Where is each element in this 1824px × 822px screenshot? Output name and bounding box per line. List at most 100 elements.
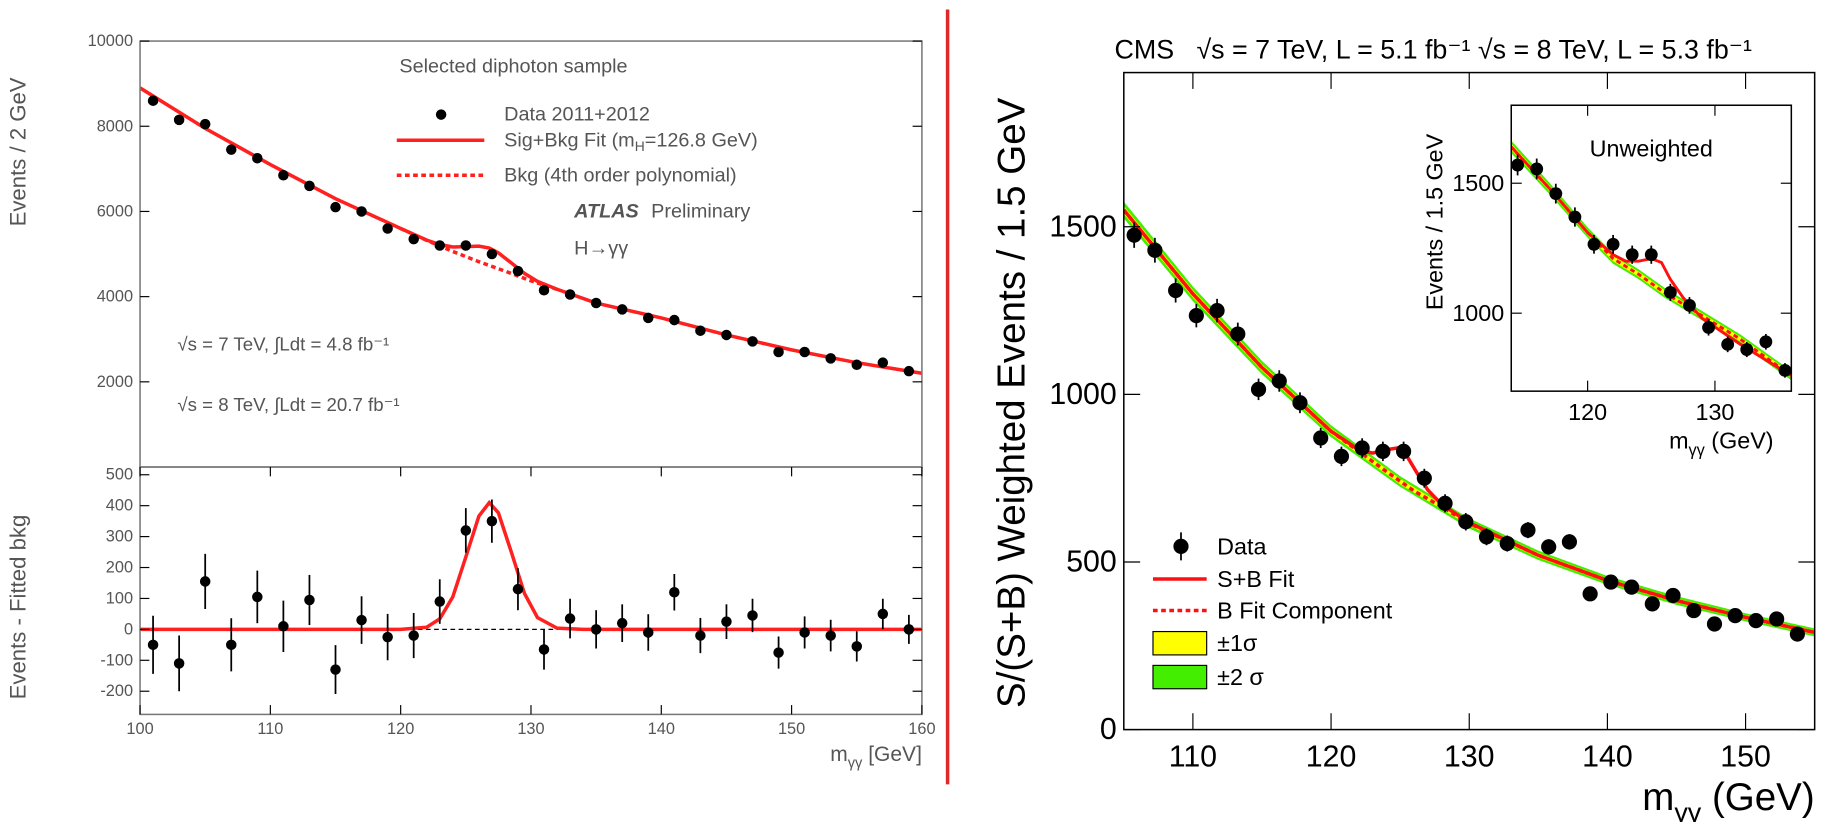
data-point (382, 223, 393, 234)
data-point (1740, 343, 1754, 356)
data-point (1147, 242, 1163, 258)
data-point (1721, 337, 1735, 351)
annotation: √s = 7 TeV, ∫Ldt = 4.8 fb⁻¹ (177, 333, 389, 354)
panel: 1000 1500 120 130 Events / 1.5 GeV mγγ (GeV) U… (1421, 104, 1793, 459)
data-point (1416, 470, 1432, 486)
data-point (1549, 187, 1563, 201)
text-part: m (1642, 776, 1674, 819)
x-tick-label: 110 (257, 720, 283, 738)
data-point (564, 289, 576, 300)
x-axis-label: mγγ (GeV) (1669, 427, 1773, 459)
data-point (903, 365, 915, 377)
data-point (512, 583, 524, 595)
data-point (330, 664, 341, 675)
data-point (799, 346, 810, 358)
data-point (199, 118, 211, 130)
x-tick-label: 150 (778, 720, 805, 738)
data-point (695, 325, 706, 336)
x-tick-label: 120 (1568, 399, 1607, 425)
data-point (226, 144, 237, 155)
y-tick-label: 500 (106, 466, 133, 484)
legend-label: S+B Fit (1217, 566, 1295, 592)
data-point (147, 95, 159, 106)
data-point (1333, 448, 1350, 464)
dashed-fit-line (1511, 145, 1792, 377)
annotation: ATLAS (573, 200, 639, 222)
data-point (1606, 237, 1620, 251)
data-point (304, 594, 315, 606)
data-point (1582, 586, 1598, 602)
data-point (278, 621, 289, 632)
data-point (1541, 539, 1557, 555)
x-tick-label: 140 (648, 720, 675, 738)
data-point (147, 639, 159, 651)
data-point (695, 630, 706, 641)
data-point (538, 644, 550, 655)
x-tick-label: 160 (908, 720, 935, 738)
data-point (1625, 248, 1639, 262)
data-point (1354, 440, 1370, 456)
subscript: γγ (1689, 441, 1706, 459)
data-point (1292, 395, 1308, 411)
plot-frame (1510, 104, 1793, 392)
y-tick-label: 100 (106, 589, 133, 607)
data-point (616, 617, 628, 629)
plot-area (140, 499, 922, 695)
data-point (1530, 162, 1544, 176)
text-part: [GeV] (862, 743, 922, 766)
y-tick-label: 1500 (1452, 170, 1504, 196)
data-point (1587, 237, 1601, 251)
data-point (304, 180, 315, 192)
text-part: m (1669, 427, 1688, 453)
data-point (1478, 529, 1495, 545)
data-point (903, 624, 915, 635)
text-part: (GeV) (1705, 427, 1774, 453)
data-point (1271, 373, 1287, 389)
x-tick-label: 100 (126, 720, 153, 738)
y-tick-label: 8000 (97, 117, 133, 135)
data-point (1769, 611, 1785, 627)
data-point (1663, 285, 1677, 299)
data-point (1568, 210, 1582, 224)
y-axis-label: Events / 2 GeV (6, 77, 31, 226)
data-point (773, 647, 784, 658)
data-point (1499, 535, 1515, 552)
chart-title: CMS √s = 7 TeV, L = 5.1 fb⁻¹ √s = 8 TeV,… (1114, 35, 1751, 65)
x-tick-label: 120 (387, 720, 414, 738)
data-point (643, 312, 654, 324)
y-axis-label: Events - Fitted bkg (6, 515, 31, 700)
panel: -200 -100 0 100 200 300 400 500 100 110 120 130 140 1… (6, 466, 936, 772)
y-axis-label: Events / 1.5 GeV (1421, 133, 1447, 310)
data-point (1759, 335, 1773, 349)
annotation: H→γγ (574, 238, 628, 260)
data-point (851, 359, 863, 371)
data-point (460, 240, 472, 251)
y-tick-label: 2000 (97, 373, 133, 391)
data-point (1313, 430, 1329, 446)
legend-swatch (1152, 630, 1208, 656)
data-point (1706, 616, 1723, 632)
data-point (1437, 495, 1453, 511)
data-point (1458, 514, 1474, 530)
legend-swatch (1152, 664, 1208, 690)
data-point (1209, 302, 1225, 319)
x-axis-label: mγγ (GeV) (1642, 776, 1814, 822)
data-point (825, 630, 836, 641)
x-tick-label: 130 (1444, 740, 1495, 773)
x-tick-label: 150 (1720, 740, 1771, 773)
y-tick-label: 1500 (1049, 210, 1116, 243)
data-point (1778, 363, 1792, 377)
data-point (486, 515, 498, 527)
chart-title: Unweighted (1590, 136, 1713, 162)
data-point (825, 353, 836, 364)
legend-label: Data (1217, 533, 1266, 559)
data-point (1748, 613, 1764, 629)
text-part: Sig+Bkg Fit (m (504, 129, 635, 151)
x-tick-label: 110 (1169, 740, 1217, 773)
x-tick-label: 130 (517, 720, 544, 738)
data-point (1561, 534, 1577, 550)
data-point (226, 639, 237, 651)
data-point (851, 641, 863, 652)
data-point (564, 613, 576, 624)
